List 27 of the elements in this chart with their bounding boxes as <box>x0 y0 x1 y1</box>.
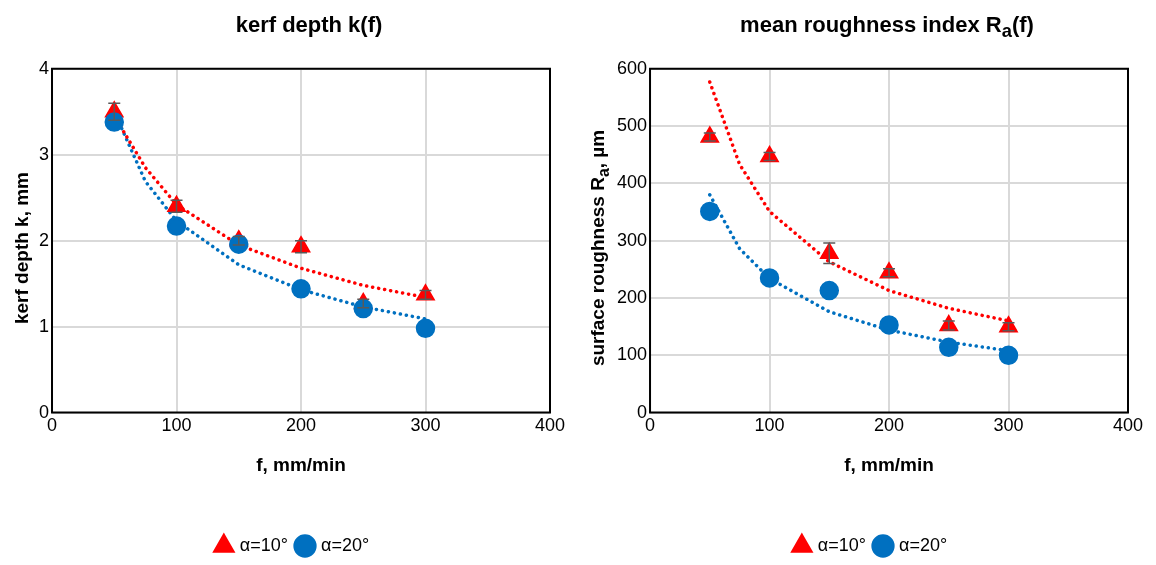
chart-title: kerf depth k(f) <box>234 12 384 38</box>
legend-label: α=20° <box>321 534 370 555</box>
y-tick-label: 3 <box>39 143 50 164</box>
y-axis-title: kerf depth k, mm <box>11 171 33 325</box>
y-tick-label: 600 <box>616 57 648 78</box>
y-tick-label: 2 <box>39 229 50 250</box>
chart-title: mean roughness index R$_{a}$(f) <box>739 12 1035 43</box>
x-tick-label: 300 <box>410 415 441 436</box>
y-tick-label: 300 <box>616 229 648 250</box>
legend-label: α=10° <box>239 534 288 555</box>
x-axis-title: f, mm/min <box>844 453 934 475</box>
x-tick-label: 300 <box>993 415 1024 436</box>
x-tick-label: 200 <box>873 415 905 436</box>
y-tick-label: 200 <box>616 286 648 307</box>
y-tick-label: 500 <box>616 115 648 136</box>
x-tick-label: 100 <box>754 415 785 436</box>
x-axis-title: f, mm/min <box>256 453 346 475</box>
x-tick-label: 400 <box>534 415 566 436</box>
x-tick-label: 200 <box>285 415 317 436</box>
y-tick-label: 400 <box>616 172 648 193</box>
x-tick-label: 400 <box>1112 415 1144 436</box>
y-tick-label: 100 <box>616 344 648 365</box>
y-tick-label: 4 <box>39 57 50 78</box>
legend-label: α=10° <box>817 534 866 555</box>
legend-label: α=20° <box>899 534 948 555</box>
y-tick-label: 1 <box>39 315 50 336</box>
x-tick-label: 100 <box>161 415 192 436</box>
